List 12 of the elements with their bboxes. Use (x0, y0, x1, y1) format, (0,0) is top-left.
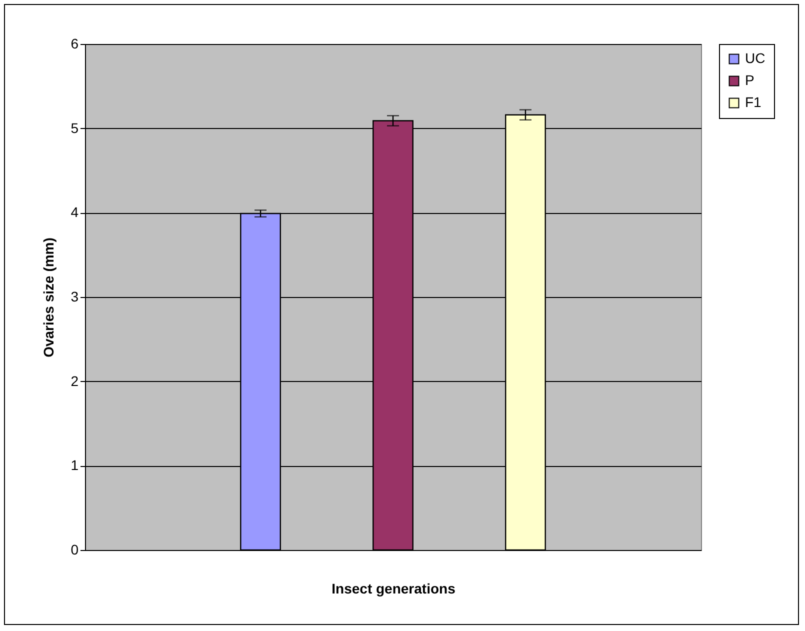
y-tick-label: 6 (70, 36, 79, 52)
y-tick-label: 5 (70, 120, 79, 136)
x-axis-title: Insect generations (332, 580, 456, 596)
y-tick-label: 2 (70, 372, 79, 389)
y-tick-label: 1 (70, 457, 79, 474)
legend-label: F1 (745, 94, 762, 110)
legend-label: UC (745, 50, 766, 66)
legend-label: P (745, 72, 754, 88)
y-tick-label: 3 (70, 288, 79, 304)
y-tick-label: 0 (70, 542, 79, 558)
y-axis-title: Ovaries size (mm) (40, 238, 57, 358)
y-tick-label: 4 (70, 204, 79, 220)
